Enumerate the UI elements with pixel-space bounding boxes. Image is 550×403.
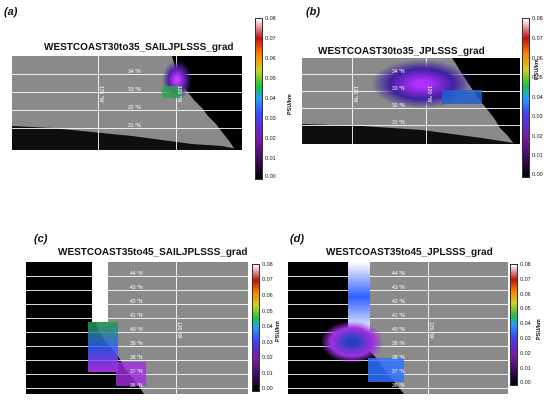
lat-label-c-1: 43 °N — [130, 285, 143, 291]
gradient-pixels-d — [348, 262, 370, 332]
lat-label-d-4: 40 °N — [392, 327, 405, 333]
gradient-pixels-c — [92, 262, 108, 322]
lon-label-b2: 120 °W — [426, 86, 432, 103]
lat-label-d-3: 41 °N — [392, 313, 405, 319]
lat-label-b-0: 34 °N — [392, 69, 405, 75]
lat-label-c-3: 41 °N — [130, 313, 143, 319]
lat-label-b-2: 32 °N — [392, 103, 405, 109]
lat-label-d-1: 43 °N — [392, 285, 405, 291]
lat-label-d-7: 37 °N — [392, 369, 405, 375]
colorbar-unit-a: PSU/km — [287, 94, 293, 115]
colorbar-c — [252, 264, 260, 392]
colorbar-unit-d: PSU/km — [536, 319, 542, 340]
panel-title-c: WESTCOAST35to45_SAILJPLSSS_grad — [58, 247, 248, 258]
panel-title-a: WESTCOAST30to35_SAILJPLSSS_grad — [44, 42, 234, 53]
lat-label-a-0: 34 °N — [128, 69, 141, 75]
lat-label-c-0: 44 °N — [130, 271, 143, 277]
lon-label-d: 120 °W — [428, 322, 434, 339]
panel-label-b: (b) — [306, 6, 321, 18]
coastline-a — [12, 56, 242, 150]
map-a: 34 °N 33 °N 32 °N 31 °N 125 °W 120 °W — [12, 56, 242, 150]
colorbar-d — [510, 264, 518, 386]
panel-label-d: (d) — [290, 233, 305, 245]
lat-label-d-6: 38 °N — [392, 355, 405, 361]
panel-title-b: WESTCOAST30to35_JPLSSS_grad — [318, 46, 485, 57]
lat-label-d-0: 44 °N — [392, 271, 405, 277]
lat-label-c-7: 37 °N — [130, 369, 143, 375]
lon-label-b: 125 °W — [352, 86, 358, 103]
lat-label-b-1: 33 °N — [392, 86, 405, 92]
lat-label-c-6: 38 °N — [130, 355, 143, 361]
map-d: 44 °N 43 °N 42 °N 41 °N 40 °N 39 °N 38 °… — [288, 262, 508, 394]
map-c: 44 °N 43 °N 42 °N 41 °N 40 °N 39 °N 38 °… — [26, 262, 248, 394]
lat-label-d-8: 36 °N — [392, 383, 405, 389]
lat-label-c-2: 42 °N — [130, 299, 143, 305]
lat-label-c-5: 39 °N — [130, 341, 143, 347]
lat-label-a-1: 33 °N — [128, 87, 141, 93]
panel-label-a: (a) — [4, 6, 18, 18]
lat-label-a-3: 31 °N — [128, 123, 141, 129]
lat-label-c-8: 36 °N — [130, 383, 143, 389]
colorbar-unit-b: PSU/km — [534, 59, 540, 80]
lon-label-a2: 120 °W — [176, 86, 182, 103]
map-b: 34 °N 33 °N 32 °N 31 °N 125 °W 120 °W — [302, 58, 520, 144]
lat-label-d-2: 42 °N — [392, 299, 405, 305]
colorbar-a — [255, 18, 263, 180]
lat-label-b-3: 31 °N — [392, 120, 405, 126]
lat-label-a-2: 32 °N — [128, 105, 141, 111]
lon-label-c: 120 °W — [176, 322, 182, 339]
colorbar-unit-c: PSU/km — [275, 321, 281, 342]
lat-label-c-4: 40 °N — [130, 327, 143, 333]
panel-label-c: (c) — [34, 233, 48, 245]
lat-label-d-5: 39 °N — [392, 341, 405, 347]
panel-title-d: WESTCOAST35to45_JPLSSS_grad — [326, 247, 493, 258]
colorbar-b — [522, 18, 530, 178]
lon-label-a: 125 °W — [98, 86, 104, 103]
